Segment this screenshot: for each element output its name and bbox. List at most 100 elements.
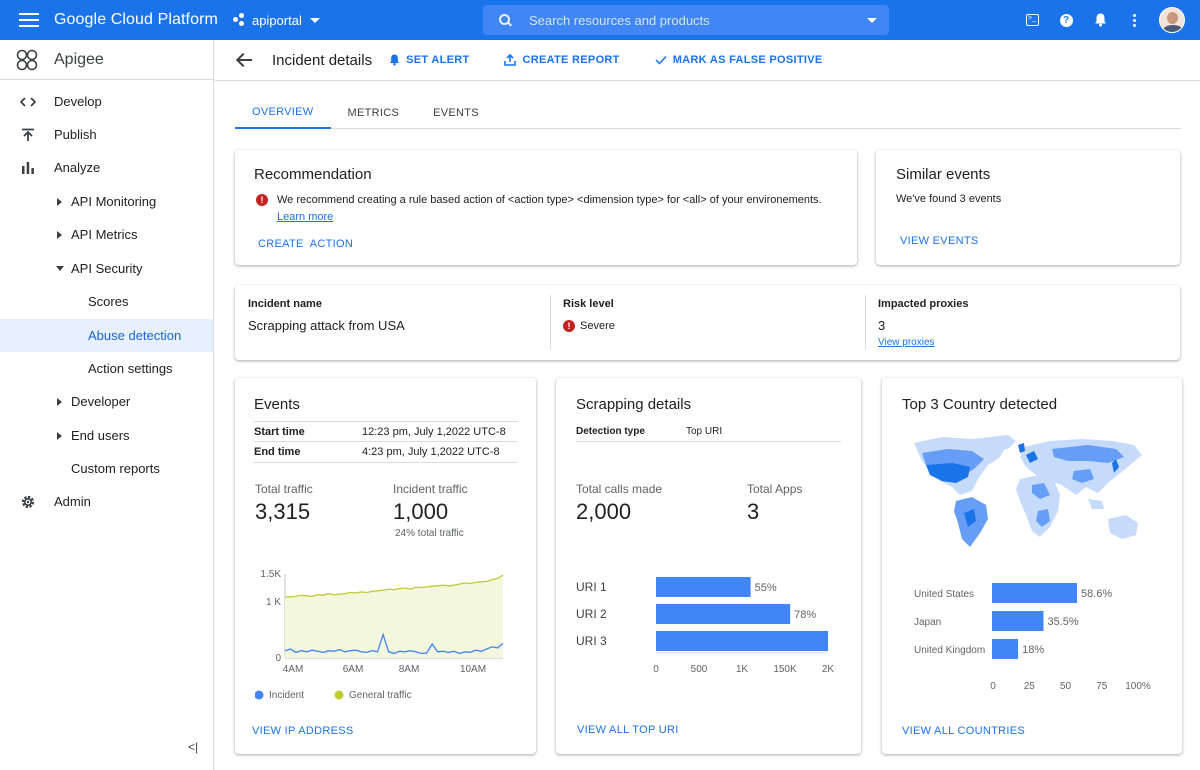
menu-icon[interactable] — [19, 13, 39, 27]
error-icon: ! — [563, 320, 575, 332]
sidebar-item-label: Scores — [88, 294, 129, 309]
bar — [992, 583, 1077, 603]
view-all-top-uri-button[interactable]: VIEW ALL TOP URI — [577, 724, 679, 736]
tab-events[interactable]: EVENTS — [433, 106, 479, 119]
avatar[interactable] — [1159, 7, 1185, 33]
bar-value-label: 78% — [794, 609, 816, 621]
sidebar-item-api-monitoring[interactable]: API Monitoring — [0, 185, 213, 218]
sidebar-item-abuse-detection[interactable]: Abuse detection — [0, 319, 213, 352]
notifications-button[interactable] — [1083, 0, 1117, 40]
y-tick-label: 1 K — [266, 597, 281, 608]
view-all-countries-button[interactable]: VIEW ALL COUNTRIES — [902, 725, 1025, 737]
tab-metrics[interactable]: METRICS — [347, 106, 400, 119]
project-name: apiportal — [251, 12, 302, 28]
table-row: Detection type Top URI — [576, 421, 841, 442]
general-traffic-line — [285, 574, 504, 598]
terminal-icon: >_ — [1025, 14, 1039, 26]
create-report-button[interactable]: CREATE REPORT — [504, 54, 619, 66]
sidebar-item-publish[interactable]: Publish — [0, 118, 213, 151]
sidebar: Apigee Develop Publish Analyze API Monit… — [0, 40, 214, 770]
sidebar-item-label: End users — [71, 428, 130, 443]
incident-name-value: Scrapping attack from USA — [248, 318, 405, 333]
sidebar-item-label: Admin — [54, 494, 91, 509]
view-events-button[interactable]: VIEW EVENTS — [900, 235, 979, 247]
view-ip-address-button[interactable]: VIEW IP ADDRESS — [252, 725, 354, 737]
apigee-logo-icon — [16, 49, 38, 70]
incident-line — [284, 632, 504, 655]
countries-title: Top 3 Country detected — [902, 396, 1058, 413]
create-report-label: CREATE REPORT — [522, 54, 620, 66]
legend-label: Incident — [269, 690, 304, 701]
total-traffic-label: Total traffic — [255, 482, 313, 496]
x-tick-label: 8AM — [399, 664, 420, 675]
sidebar-item-api-metrics[interactable]: API Metrics — [0, 218, 213, 251]
cloud-shell-button[interactable]: >_ — [1015, 0, 1049, 40]
sidebar-item-api-security[interactable]: API Security — [0, 252, 213, 285]
sidebar-item-label: API Monitoring — [71, 194, 157, 209]
create-action-button[interactable]: CREATE ACTION — [258, 238, 354, 250]
detection-type-label: Detection type — [576, 425, 645, 437]
incident-traffic-note: 24% total traffic — [395, 528, 464, 539]
more-options-button[interactable] — [1117, 0, 1151, 40]
sidebar-item-label: Develop — [54, 94, 102, 109]
x-tick-label: 25 — [1024, 681, 1036, 692]
sidebar-item-developer[interactable]: Developer — [0, 385, 213, 418]
risk-level-value: Severe — [580, 320, 615, 332]
sidebar-item-admin[interactable]: Admin — [0, 485, 213, 518]
incident-traffic-label: Incident traffic — [393, 482, 468, 496]
x-tick-label: 0 — [990, 681, 996, 692]
chevron-right-icon — [57, 397, 62, 406]
sidebar-item-analyze[interactable]: Analyze — [0, 151, 213, 184]
map-region — [1072, 469, 1094, 483]
sidebar-item-label: Analyze — [54, 160, 101, 175]
x-tick-label: 150K — [773, 664, 797, 675]
help-button[interactable]: ? — [1049, 0, 1083, 40]
map-region — [1112, 459, 1119, 473]
sidebar-item-develop[interactable]: Develop — [0, 85, 213, 118]
total-apps-value: 3 — [747, 499, 760, 524]
project-icon — [232, 13, 247, 27]
bar-chart-icon — [18, 161, 38, 174]
chevron-right-icon — [57, 431, 62, 440]
chevron-down-icon[interactable] — [867, 18, 877, 23]
bar-value-label: 58.6% — [1081, 588, 1112, 600]
sidebar-item-action-settings[interactable]: Action settings — [0, 352, 213, 385]
product-title[interactable]: Google Cloud Platform — [54, 11, 218, 28]
total-traffic-value: 3,315 — [255, 499, 311, 524]
search-bar[interactable] — [483, 5, 889, 35]
impacted-proxies-label: Impacted proxies — [878, 298, 969, 310]
sidebar-item-label: API Metrics — [71, 227, 138, 242]
chevron-down-icon — [56, 266, 64, 271]
mark-false-positive-button[interactable]: MARK AS FALSE POSITIVE — [655, 54, 823, 66]
bar-category-label: URI 1 — [576, 580, 607, 594]
total-calls-value: 2,000 — [576, 499, 632, 524]
map-region — [1018, 443, 1025, 453]
impacted-proxies-value: 3 — [878, 318, 886, 333]
view-proxies-link[interactable]: View proxies — [878, 337, 935, 348]
gear-icon — [18, 494, 38, 510]
bar-category-label: Japan — [914, 617, 941, 628]
divider — [550, 295, 551, 350]
sidebar-item-label: Custom reports — [71, 461, 160, 476]
sidebar-item-label: Abuse detection — [88, 328, 182, 343]
recommendation-title: Recommendation — [254, 166, 372, 183]
chevron-down-icon — [309, 17, 320, 23]
country-chart: United States 58.6% Japan 35.5% United Kingd… — [914, 583, 1151, 692]
sidebar-item-end-users[interactable]: End users — [0, 419, 213, 452]
search-input[interactable] — [529, 12, 849, 28]
events-title: Events — [254, 396, 300, 413]
project-selector[interactable]: apiportal — [232, 12, 320, 28]
tab-overview[interactable]: OVERVIEW — [235, 96, 331, 129]
chevron-right-icon — [57, 230, 62, 239]
collapse-sidebar-button[interactable]: <| — [188, 740, 199, 754]
back-arrow-icon[interactable] — [236, 53, 254, 67]
more-vert-icon — [1132, 13, 1136, 27]
sidebar-item-custom-reports[interactable]: Custom reports — [0, 452, 213, 485]
learn-more-link[interactable]: Learn more — [277, 211, 334, 223]
page-title: Incident details — [272, 51, 373, 69]
set-alert-button[interactable]: SET ALERT — [389, 54, 469, 66]
events-card: Events Start time 12:23 pm, July 1,2022 … — [235, 378, 536, 754]
bar-value-label: 55% — [755, 582, 777, 594]
scrapping-title: Scrapping details — [576, 396, 692, 413]
sidebar-item-scores[interactable]: Scores — [0, 285, 213, 318]
